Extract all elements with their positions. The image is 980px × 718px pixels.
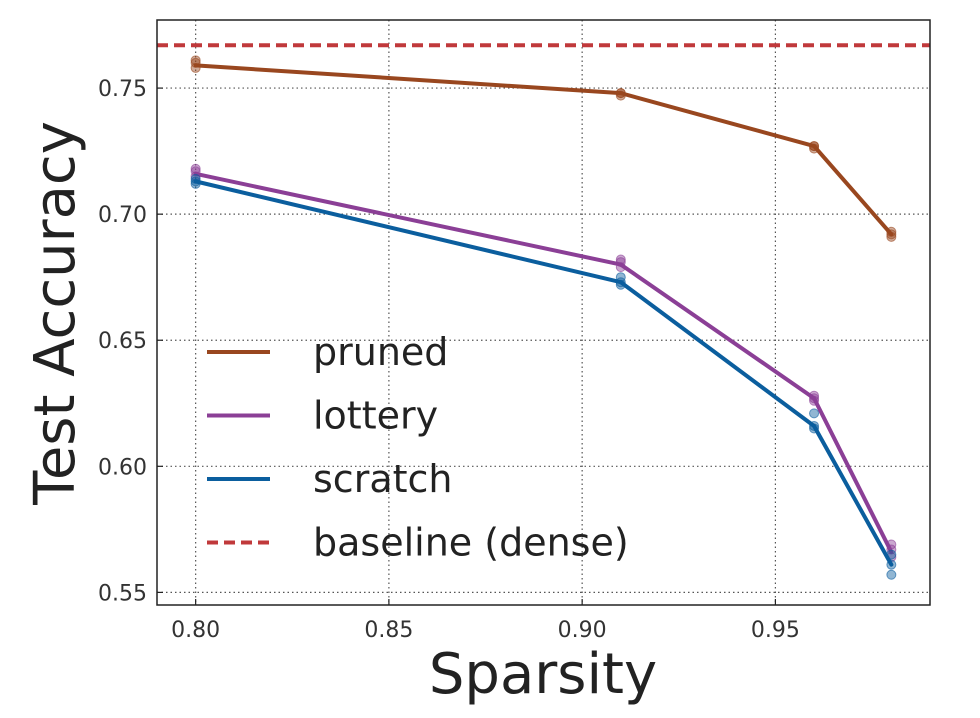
series-line-pruned xyxy=(193,63,894,237)
x-tick-label: 0.85 xyxy=(364,618,413,643)
series-scratch xyxy=(190,173,897,580)
data-point xyxy=(886,569,897,580)
series-lottery xyxy=(190,163,897,563)
x-tick-label: 0.80 xyxy=(171,618,220,643)
x-tick-label: 0.90 xyxy=(558,618,607,643)
y-tick-label: 0.75 xyxy=(98,77,147,102)
series-pruned xyxy=(190,55,897,242)
series-line-lottery xyxy=(193,171,894,555)
y-tick-label: 0.70 xyxy=(98,203,147,228)
legend-label: baseline (dense) xyxy=(313,521,629,565)
legend-label: pruned xyxy=(313,330,448,374)
legend: pruned lottery scratch baseline (dense) xyxy=(207,330,629,565)
y-tick-label: 0.60 xyxy=(98,455,147,480)
series-layer xyxy=(190,55,897,580)
y-axis-title: Test Accuracy xyxy=(23,121,88,506)
plot-frame xyxy=(156,19,931,606)
x-axis-title: Sparsity xyxy=(429,642,657,707)
tick-layer: 0.80 0.85 0.90 0.95 0.55 0.60 0.65 0.70 0.75 xyxy=(98,77,800,643)
grid xyxy=(157,20,930,605)
x-tick-label: 0.95 xyxy=(751,618,800,643)
legend-label: lottery xyxy=(313,394,438,438)
legend-label: scratch xyxy=(313,457,452,501)
series-line-scratch xyxy=(193,179,894,567)
y-tick-label: 0.65 xyxy=(98,329,147,354)
data-point xyxy=(809,408,820,419)
y-tick-label: 0.55 xyxy=(98,581,147,606)
